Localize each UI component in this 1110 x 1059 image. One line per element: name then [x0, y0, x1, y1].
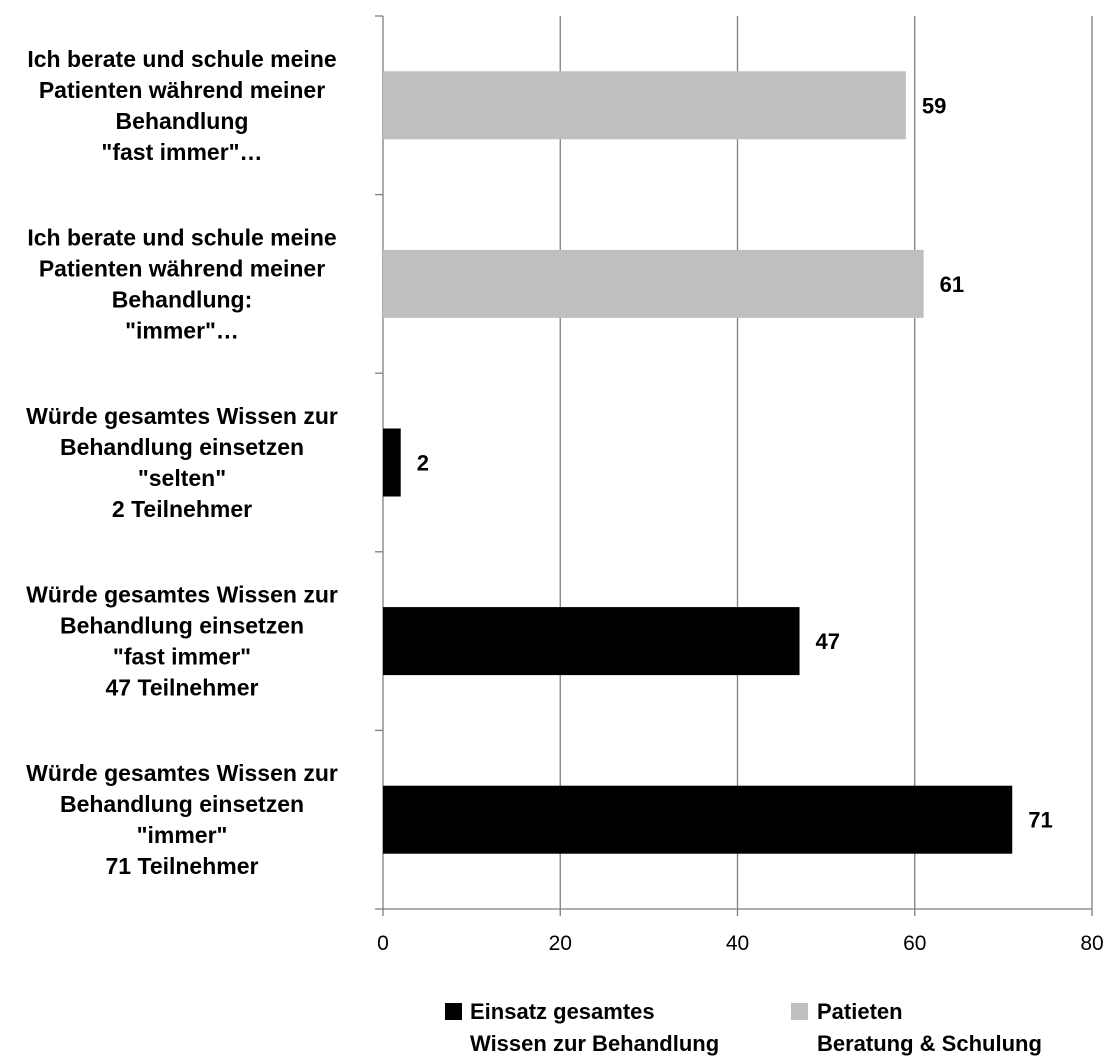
data-label: 47 — [816, 629, 840, 654]
bar — [383, 607, 800, 676]
legend-swatch — [445, 1003, 462, 1020]
legend-item: Einsatz gesamtes Wissen zur Behandlung — [445, 999, 719, 1056]
data-label: 71 — [1028, 808, 1052, 833]
bar — [383, 71, 906, 140]
category-label: Ich berate und schule meine Patienten wäh… — [27, 224, 336, 343]
legend: Einsatz gesamtes Wissen zur Behandlung Pat… — [445, 999, 1042, 1056]
legend-swatch — [791, 1003, 808, 1020]
x-tick-label: 20 — [549, 932, 572, 955]
bars — [383, 71, 1013, 854]
bar — [383, 785, 1013, 854]
gridlines — [559, 16, 1093, 909]
data-label: 61 — [940, 272, 964, 297]
category-label: Würde gesamtes Wissen zur Behandlung eins… — [26, 582, 338, 701]
legend-item: Patieten Beratung & Schulung — [791, 999, 1042, 1056]
data-label: 59 — [922, 93, 946, 118]
x-tick-label: 0 — [377, 932, 389, 955]
bar — [383, 249, 924, 318]
category-label: Würde gesamtes Wissen zur Behandlung eins… — [26, 760, 338, 879]
legend-label: Patieten Beratung & Schulung — [817, 999, 1042, 1056]
x-tick-label: 60 — [903, 932, 926, 955]
x-tick-label: 40 — [726, 932, 749, 955]
data-label: 2 — [417, 451, 429, 476]
legend-label: Einsatz gesamtes Wissen zur Behandlung — [470, 999, 719, 1056]
bar — [383, 428, 401, 497]
labels: 0 20 40 60 80 59 Ich berate und schule meine Pa… — [26, 46, 1104, 955]
category-label: Würde gesamtes Wissen zur Behandlung eins… — [26, 403, 338, 522]
axes — [375, 15, 1093, 916]
x-tick-label: 80 — [1080, 932, 1103, 955]
category-label: Ich berate und schule meine Patienten wäh… — [27, 46, 336, 165]
